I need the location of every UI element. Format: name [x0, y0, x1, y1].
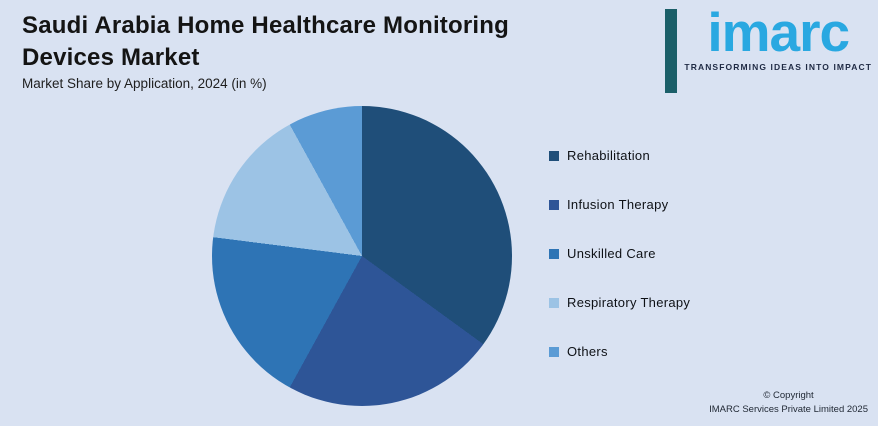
legend-label: Respiratory Therapy	[567, 295, 691, 310]
chart-subtitle: Market Share by Application, 2024 (in %)	[22, 76, 267, 91]
page-title-line2: Devices Market	[22, 44, 200, 71]
legend-label: Infusion Therapy	[567, 197, 669, 212]
logo-text-block: imarc TRANSFORMING IDEAS INTO IMPACT	[684, 1, 872, 72]
page-title: Saudi Arabia Home Healthcare Monitoring …	[22, 10, 509, 74]
imarc-logo: imarc TRANSFORMING IDEAS INTO IMPACT	[665, 1, 872, 93]
logo-wordmark: imarc	[707, 1, 850, 63]
legend: Rehabilitation Infusion Therapy Unskille…	[549, 148, 690, 359]
legend-label: Rehabilitation	[567, 148, 650, 163]
logo-accent-bar	[665, 9, 678, 93]
legend-swatch	[549, 150, 559, 161]
legend-item: Unskilled Care	[549, 246, 690, 261]
legend-label: Others	[567, 344, 608, 359]
legend-item: Respiratory Therapy	[549, 295, 690, 310]
legend-swatch	[549, 297, 559, 308]
legend-swatch	[549, 346, 559, 357]
pie-chart	[212, 106, 512, 406]
legend-swatch	[549, 199, 559, 210]
legend-item: Infusion Therapy	[549, 197, 690, 212]
copyright-line1: © Copyright	[763, 390, 814, 402]
legend-swatch	[549, 248, 559, 259]
copyright-notice: © Copyright IMARC Services Private Limit…	[709, 389, 868, 416]
copyright-line2: IMARC Services Private Limited 2025	[709, 403, 868, 415]
legend-item: Rehabilitation	[549, 148, 690, 163]
legend-item: Others	[549, 344, 690, 359]
legend-label: Unskilled Care	[567, 246, 656, 261]
logo-tagline: TRANSFORMING IDEAS INTO IMPACT	[684, 61, 872, 72]
page-title-line1: Saudi Arabia Home Healthcare Monitoring	[22, 12, 509, 39]
